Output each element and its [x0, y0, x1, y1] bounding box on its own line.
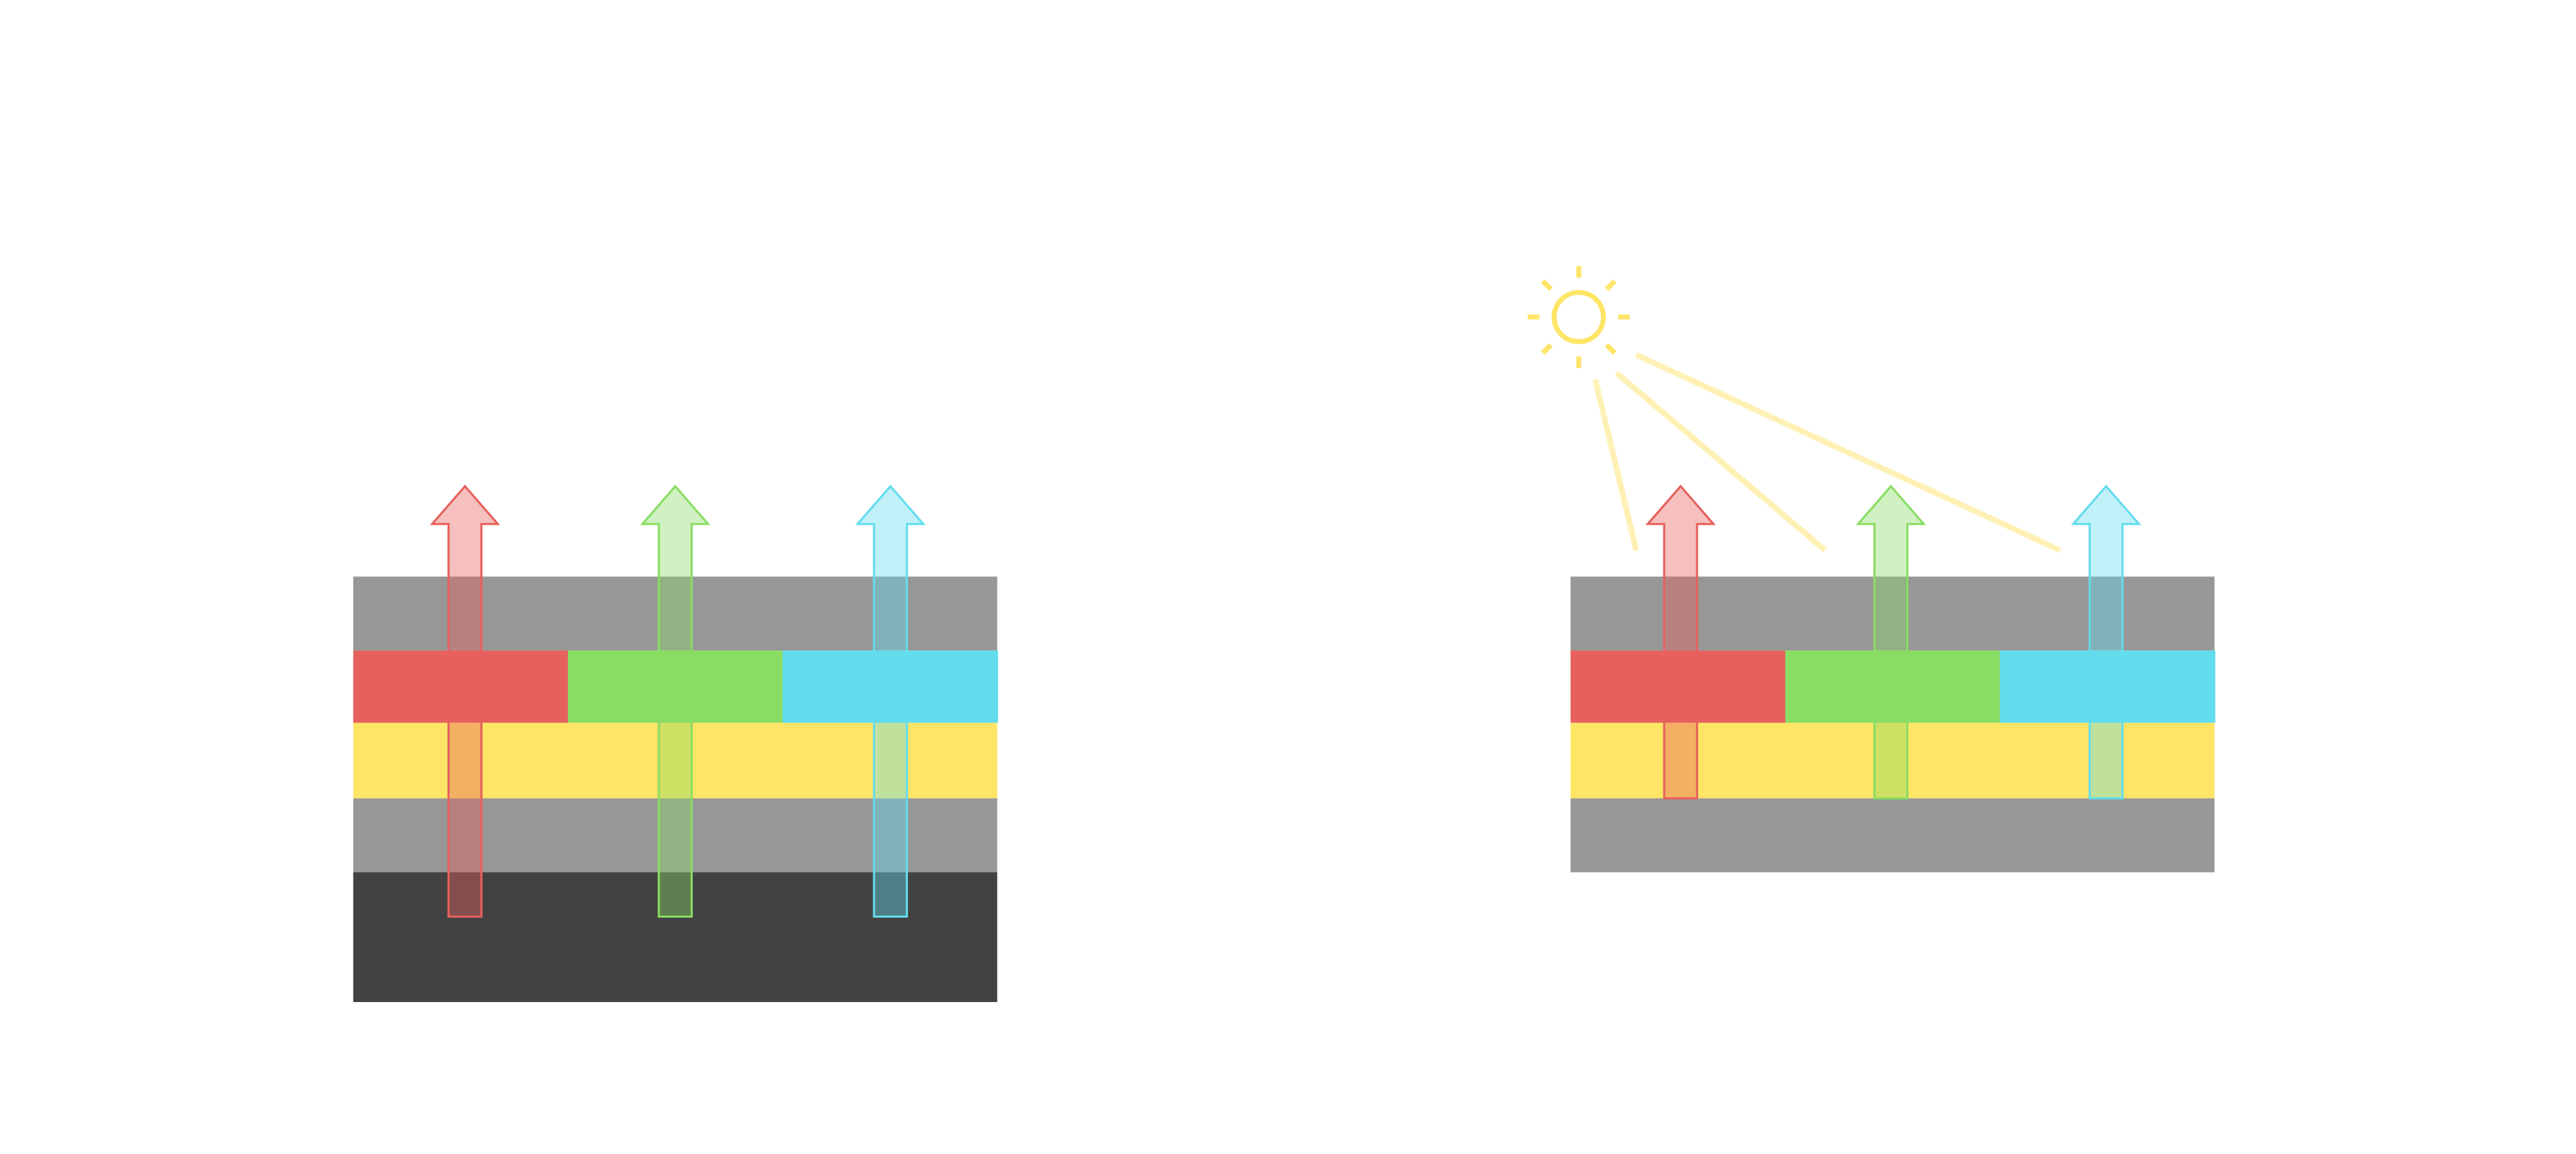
reflective-stack: [1570, 484, 2215, 873]
sun-disc: [1551, 290, 1606, 345]
yellow-layer: [353, 723, 998, 799]
incident-light-ray: [1634, 352, 2061, 553]
sun-icon: [1528, 266, 1630, 368]
sun-ray: [1540, 343, 1553, 355]
top-gray-layer: [353, 576, 998, 651]
bottom-gray-layer: [353, 798, 998, 873]
green-subpixel: [1785, 650, 2001, 723]
red-subpixel: [1570, 650, 1786, 723]
top-gray-layer: [1570, 576, 2215, 651]
emissive-stack: [353, 484, 998, 1003]
green-subpixel: [567, 650, 784, 723]
incident-light-rays: [1592, 352, 2061, 553]
cyan-subpixel: [2000, 650, 2215, 723]
red-subpixel: [353, 650, 569, 723]
dark-base-layer: [353, 872, 998, 1003]
yellow-layer: [1570, 723, 2215, 799]
sun-ray: [1605, 279, 1617, 291]
sun-ray: [1540, 279, 1553, 291]
cyan-subpixel: [782, 650, 998, 723]
incident-light-ray: [1592, 379, 1640, 551]
incident-light-ray: [1615, 370, 1828, 553]
sun-ray: [1605, 343, 1617, 355]
bottom-gray-layer: [1570, 798, 2215, 873]
